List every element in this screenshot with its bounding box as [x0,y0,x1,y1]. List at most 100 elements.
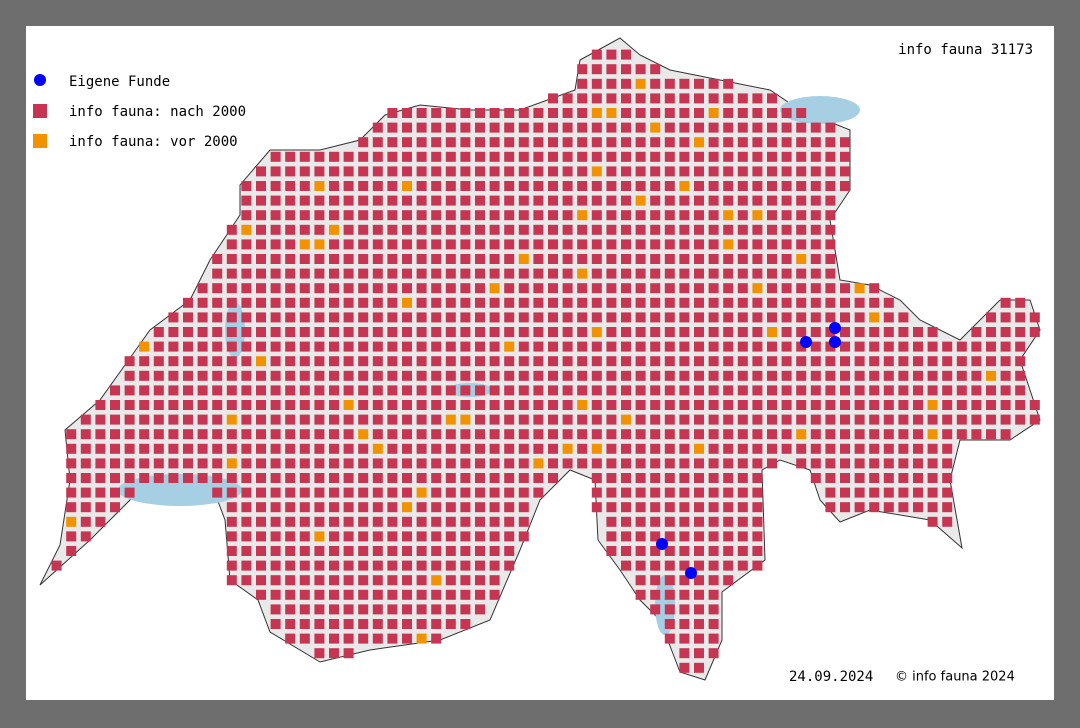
cell-after-2000 [650,458,661,469]
cell-after-2000 [591,370,602,381]
cell-after-2000 [110,400,120,410]
cell-after-2000 [343,546,354,556]
cell-after-2000 [402,341,412,352]
cell-after-2000 [635,210,646,221]
cell-after-2000 [708,633,719,644]
cell-after-2000 [591,473,602,483]
cell-after-2000 [270,604,281,615]
cell-after-2000 [737,195,748,206]
cell-after-2000 [226,473,237,483]
cell-after-2000 [635,589,646,600]
cell-after-2000 [358,516,369,527]
cell-after-2000 [504,458,515,469]
cell-after-2000 [898,312,909,323]
cell-after-2000 [285,400,296,410]
cell-after-2000 [737,268,748,279]
cell-after-2000 [694,589,704,600]
cell-before-2000 [314,239,325,250]
cell-after-2000 [664,195,675,206]
cell-after-2000 [416,443,427,454]
cell-after-2000 [372,181,383,191]
cell-after-2000 [256,560,266,571]
cell-after-2000 [124,473,135,483]
cell-after-2000 [387,151,398,162]
cell-after-2000 [270,210,281,221]
cell-after-2000 [168,443,179,454]
cell-after-2000 [825,385,836,396]
cell-after-2000 [708,181,719,191]
cell-after-2000 [431,633,442,644]
cell-after-2000 [314,546,325,556]
cell-after-2000 [168,327,179,337]
cell-before-2000 [927,400,938,410]
cell-after-2000 [285,604,296,615]
cell-after-2000 [475,487,485,498]
cell-after-2000 [708,487,719,498]
cell-after-2000 [402,619,412,629]
cell-after-2000 [226,429,237,440]
cell-after-2000 [197,400,208,410]
cell-after-2000 [416,195,427,206]
cell-after-2000 [504,370,515,381]
cell-after-2000 [343,414,354,425]
cell-after-2000 [708,254,719,264]
cell-after-2000 [591,195,602,206]
cell-after-2000 [387,633,398,644]
cell-after-2000 [737,224,748,235]
cell-after-2000 [256,297,266,308]
cell-after-2000 [387,254,398,264]
cell-after-2000 [942,385,953,396]
cell-after-2000 [212,487,223,498]
cell-after-2000 [518,283,529,294]
cell-after-2000 [650,297,661,308]
cell-after-2000 [431,312,442,323]
cell-after-2000 [183,356,193,367]
cell-after-2000 [708,546,719,556]
cell-after-2000 [299,327,310,337]
cell-after-2000 [869,283,880,294]
cell-after-2000 [416,181,427,191]
cell-after-2000 [299,414,310,425]
cell-after-2000 [504,327,515,337]
cell-after-2000 [416,151,427,162]
cell-after-2000 [883,370,894,381]
cell-after-2000 [402,516,412,527]
cell-after-2000 [854,429,865,440]
cell-after-2000 [80,458,91,469]
cell-after-2000 [504,356,515,367]
cell-after-2000 [314,604,325,615]
cell-before-2000 [635,78,646,89]
cell-after-2000 [489,137,500,148]
cell-after-2000 [329,166,339,177]
cell-after-2000 [1000,400,1011,410]
cell-after-2000 [285,516,296,527]
cell-after-2000 [80,429,91,440]
cell-after-2000 [518,122,529,133]
cell-after-2000 [854,400,865,410]
cell-after-2000 [913,502,923,513]
cell-after-2000 [387,575,398,586]
cell-after-2000 [183,458,193,469]
cell-after-2000 [489,341,500,352]
cell-after-2000 [635,151,646,162]
cell-after-2000 [518,487,529,498]
cell-after-2000 [562,137,573,148]
cell-after-2000 [898,502,909,513]
cell-after-2000 [533,473,544,483]
cell-after-2000 [372,385,383,396]
cell-after-2000 [475,327,485,337]
cell-after-2000 [329,589,339,600]
cell-before-2000 [577,268,588,279]
cell-after-2000 [387,239,398,250]
cell-after-2000 [329,560,339,571]
cell-after-2000 [299,341,310,352]
cell-after-2000 [314,487,325,498]
cell-after-2000 [650,283,661,294]
cell-after-2000 [694,502,704,513]
cell-after-2000 [562,283,573,294]
cell-after-2000 [679,589,690,600]
cell-after-2000 [708,575,719,586]
cell-after-2000 [840,429,850,440]
cell-after-2000 [110,473,120,483]
cell-after-2000 [767,239,777,250]
